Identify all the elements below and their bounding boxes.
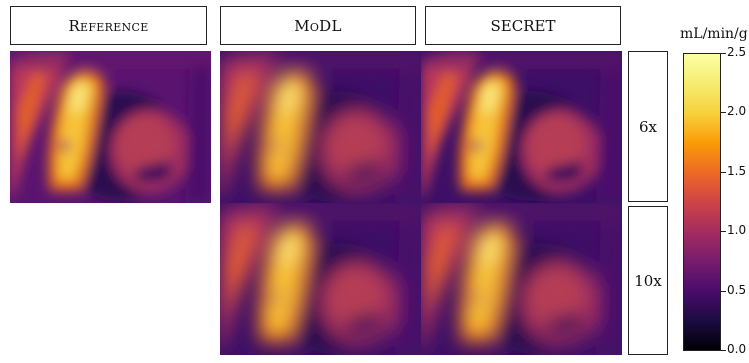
- colorbar-tick: [721, 350, 726, 351]
- panel-secret-10x: [421, 203, 622, 355]
- colorbar-tick: [721, 231, 726, 233]
- header-secret: SECRET: [425, 6, 621, 45]
- panel-modl-10x: [220, 203, 421, 355]
- colorbar-tick-label: 0.0: [727, 342, 747, 356]
- colorbar-tick-label: 1.0: [727, 223, 747, 238]
- header-modl-label: MoDL: [294, 16, 342, 35]
- row-label-6x-text: 6x: [638, 117, 657, 136]
- colorbar: [683, 53, 721, 351]
- header-modl: MoDL: [220, 6, 416, 45]
- colorbar-tick: [721, 112, 726, 114]
- row-label-6x: 6x: [628, 51, 668, 202]
- header-reference: Reference: [10, 6, 207, 45]
- colorbar-tick-label: 2.5: [727, 45, 747, 59]
- row-label-10x: 10x: [628, 206, 668, 355]
- colorbar-tick: [721, 53, 726, 54]
- row-label-10x-text: 10x: [634, 271, 662, 290]
- colorbar-tick: [721, 171, 726, 173]
- panel-reference: [10, 51, 211, 203]
- colorbar-tick: [721, 290, 726, 292]
- colorbar-tick-label: 0.5: [727, 282, 747, 297]
- panel-secret-6x: [421, 51, 622, 203]
- colorbar-tick-label: 1.5: [727, 163, 747, 178]
- header-reference-label: Reference: [68, 16, 149, 35]
- colorbar-tick-label: 2.0: [727, 104, 747, 119]
- header-secret-label: SECRET: [490, 16, 556, 35]
- panel-modl-6x: [220, 51, 421, 203]
- colorbar-unit: mL/min/g: [680, 26, 748, 42]
